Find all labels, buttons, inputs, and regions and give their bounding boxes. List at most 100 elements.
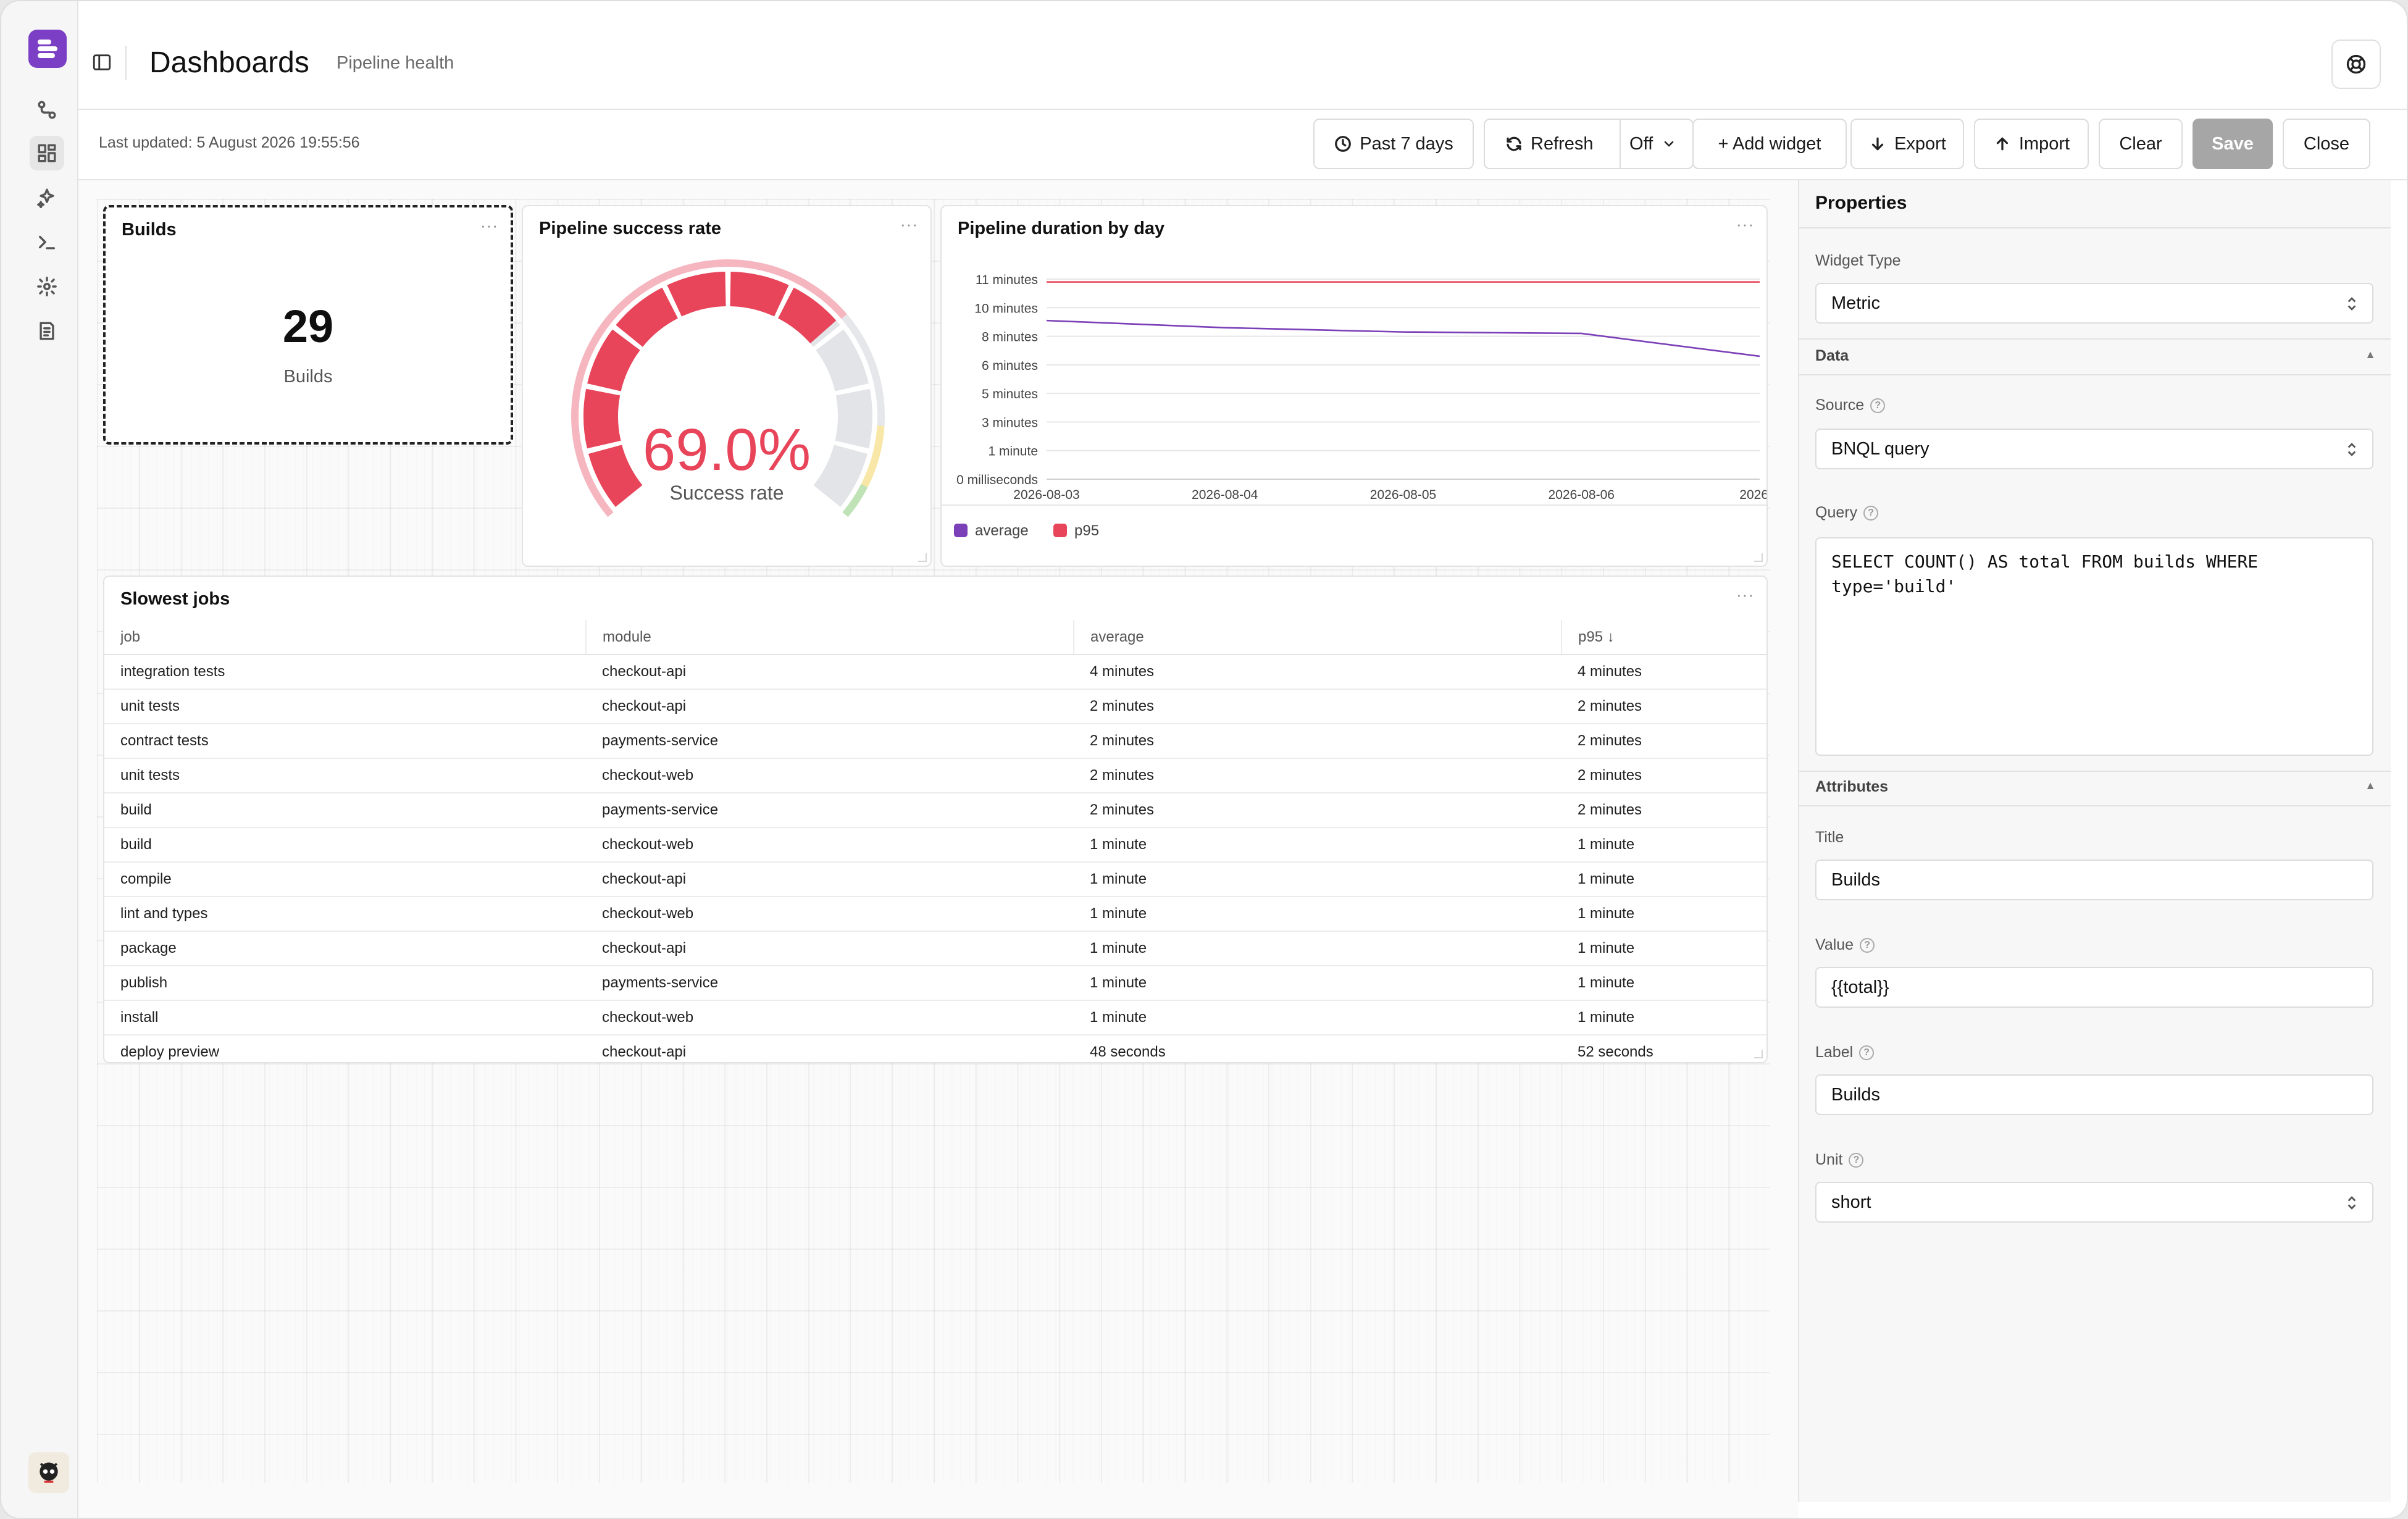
query-textarea[interactable]: SELECT COUNT() AS total FROM builds WHER… [1815,537,2373,756]
gauge-segment [816,329,869,391]
y-tick-label: 0 milliseconds [956,473,1038,487]
gauge-value: 69.0% [642,417,811,483]
table-cell: 52 seconds [1561,1035,1766,1062]
unit-select[interactable]: short [1815,1182,2373,1223]
table-cell: deploy preview [104,1035,586,1062]
gauge-segment-partial [778,287,837,344]
table-cell: 1 minute [1074,827,1561,863]
table-row[interactable]: lint and types checkout-web 1 minute 1 minu… [104,897,1766,932]
widget-type-value: Metric [1831,293,1880,313]
gauge-segment [583,388,621,449]
resize-handle[interactable] [1754,1050,1763,1058]
table-cell: checkout-web [586,758,1074,793]
table-cell: 2 minutes [1561,793,1766,828]
widget-menu-icon[interactable]: ··· [900,215,918,233]
export-button[interactable]: Export [1850,119,1964,169]
table-cell: build [104,827,586,863]
duration-chart-widget[interactable]: Pipeline duration by day ··· 11 minutes 1… [940,205,1768,567]
table-cell: checkout-web [586,827,1074,863]
table-row[interactable]: build payments-service 2 minutes 2 minutes [104,793,1766,828]
app-logo-icon[interactable] [28,30,67,68]
auto-refresh-select[interactable]: Off [1629,134,1676,154]
widget-menu-icon[interactable]: ··· [480,216,498,235]
page-header: Dashboards Pipeline health [78,1,2407,110]
terminal-icon[interactable] [30,225,64,259]
widget-menu-icon[interactable]: ··· [1736,215,1754,233]
table-row[interactable]: contract tests payments-service 2 minutes 2… [104,724,1766,759]
table-cell: 1 minute [1074,862,1561,897]
column-header-1[interactable]: module [585,620,1074,655]
widget-type-label: Widget Type [1815,252,1901,269]
table-cell: build [104,793,586,828]
title-input[interactable]: Builds [1815,860,2373,900]
table-cell: 1 minute [1074,897,1561,932]
docs-book-icon[interactable] [30,314,64,348]
table-cell: 4 minutes [1074,655,1561,690]
table-row[interactable]: publish payments-service 1 minute 1 minute [104,966,1766,1001]
settings-gear-icon[interactable] [30,269,64,304]
table-row[interactable]: compile checkout-api 1 minute 1 minute [104,862,1766,897]
help-icon[interactable]: ? [1870,398,1886,413]
collapse-up-icon[interactable]: ▲ [2365,779,2376,792]
x-tick-label: 2026-0 [1739,488,1768,502]
column-header-2[interactable]: average [1073,620,1561,655]
close-button[interactable]: Close [2283,119,2370,169]
table-row[interactable]: unit tests checkout-api 2 minutes 2 minutes [104,689,1766,724]
value-input[interactable]: {{total}} [1815,967,2373,1008]
pipelines-icon[interactable] [30,93,64,127]
save-button[interactable]: Save [2193,119,2273,169]
slowest-jobs-widget[interactable]: Slowest jobs ··· job module average p95 ↓ i… [103,575,1768,1063]
refresh-group: Refresh Off [1484,119,1694,169]
page-title: Dashboards [149,46,309,79]
table-cell: checkout-web [586,897,1074,932]
time-range-button[interactable]: Past 7 days [1313,119,1474,169]
y-tick-label: 11 minutes [976,273,1038,287]
table-cell: 48 seconds [1074,1035,1561,1062]
table-row[interactable]: package checkout-api 1 minute 1 minute [104,931,1766,966]
table-row[interactable]: deploy preview checkout-api 48 seconds 52 s… [104,1035,1766,1062]
x-tick-label: 2026-08-04 [1192,488,1258,502]
table-row[interactable]: unit tests checkout-web 2 minutes 2 minutes [104,758,1766,793]
label-input[interactable]: Builds [1815,1074,2373,1115]
column-header-0[interactable]: job [104,620,586,655]
widget-type-select[interactable]: Metric [1815,283,2373,324]
table-cell: 1 minute [1561,897,1766,932]
help-icon[interactable]: ? [1849,1152,1864,1168]
select-updown-icon [2347,443,2356,456]
table-cell: unit tests [104,689,586,724]
source-select[interactable]: BNQL query [1815,429,2373,469]
value-label: Value? [1815,936,1875,954]
widget-menu-icon[interactable]: ··· [1736,585,1754,604]
table-row[interactable]: integration tests checkout-api 4 minutes 4 … [104,655,1766,690]
metric-value: 29 [282,301,334,352]
data-section-header[interactable]: Data [1815,347,1849,364]
help-icon[interactable]: ? [1860,937,1875,953]
table-row[interactable]: install checkout-web 1 minute 1 minute [104,1000,1766,1036]
attributes-section-header[interactable]: Attributes [1815,778,1889,795]
column-header-3[interactable]: p95 ↓ [1561,620,1766,655]
add-widget-button[interactable]: + Add widget [1692,119,1847,169]
separator [1799,227,2391,228]
clear-button[interactable]: Clear [2099,119,2183,169]
help-lifebuoy-button[interactable] [2331,40,2381,89]
ai-sparkle-icon[interactable] [30,180,64,215]
import-button[interactable]: Import [1974,119,2089,169]
gauge-segment [587,329,640,391]
table-row[interactable]: build checkout-web 1 minute 1 minute [104,827,1766,863]
builds-metric-widget[interactable]: Builds ··· 29 Builds [103,205,513,445]
table-cell: 2 minutes [1074,724,1561,759]
help-icon[interactable]: ? [1863,505,1879,521]
success-rate-widget[interactable]: Pipeline success rate ··· 69.0% Success … [522,205,932,567]
collapse-up-icon[interactable]: ▲ [2365,348,2376,361]
sidebar-toggle-icon[interactable] [91,52,113,73]
x-tick-label: 2026-08-03 [1013,488,1079,502]
nav-rail [1,1,78,1518]
resize-handle[interactable] [918,553,927,562]
refresh-button[interactable]: Refresh [1505,134,1594,154]
resize-handle[interactable] [1754,553,1763,562]
dashboards-icon[interactable] [30,136,64,170]
user-avatar-octocat-icon[interactable] [28,1452,69,1493]
query-label: Query? [1815,504,1879,522]
help-icon[interactable]: ? [1859,1045,1875,1060]
